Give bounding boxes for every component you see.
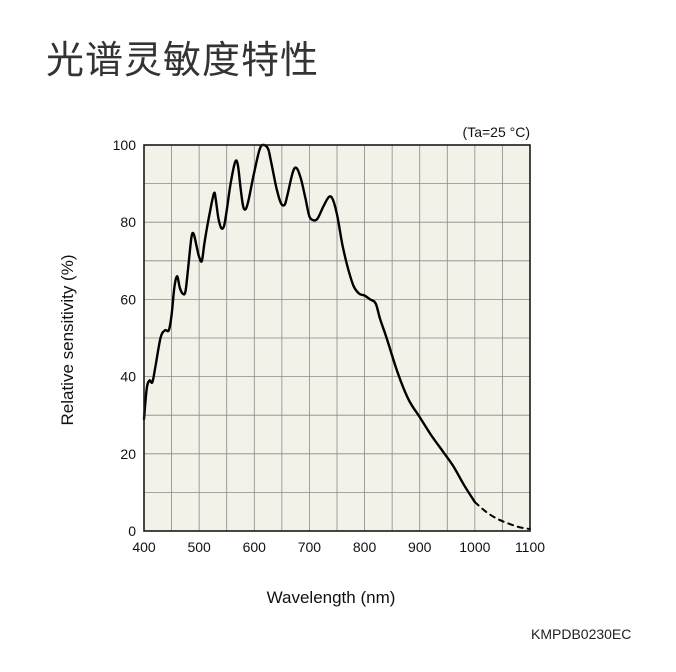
sensitivity-curve [142,143,477,504]
y-tick-labels: 0 20 40 60 80 100 [113,137,137,539]
x-tick-label: 400 [132,539,156,555]
plot-frame [143,144,531,532]
y-tick-label: 80 [120,214,136,230]
x-tick-labels: 400 500 600 700 800 900 1000 1100 [132,539,545,555]
y-tick-label: 60 [120,291,136,307]
x-tick-label: 900 [408,539,432,555]
data-curves [142,143,531,531]
x-tick-label: 600 [243,539,267,555]
grid-lines [144,145,530,531]
x-tick-label: 700 [298,539,322,555]
y-axis-label: Relative sensitivity (%) [58,255,77,426]
x-tick-label: 1100 [515,539,545,555]
temperature-condition: (Ta=25 °C) [463,124,530,140]
y-tick-label: 20 [120,446,136,462]
x-tick-label: 800 [353,539,377,555]
x-tick-label: 1000 [459,539,490,555]
y-tick-label: 0 [128,523,136,539]
y-tick-label: 40 [120,369,136,385]
figure-code: KMPDB0230EC [531,626,632,642]
y-tick-label: 100 [113,137,137,153]
sensitivity-curve-extrapolated [473,501,531,531]
x-tick-label: 500 [187,539,211,555]
chart-title: 光谱灵敏度特性 [46,38,320,82]
x-axis-label: Wavelength (nm) [267,588,396,607]
